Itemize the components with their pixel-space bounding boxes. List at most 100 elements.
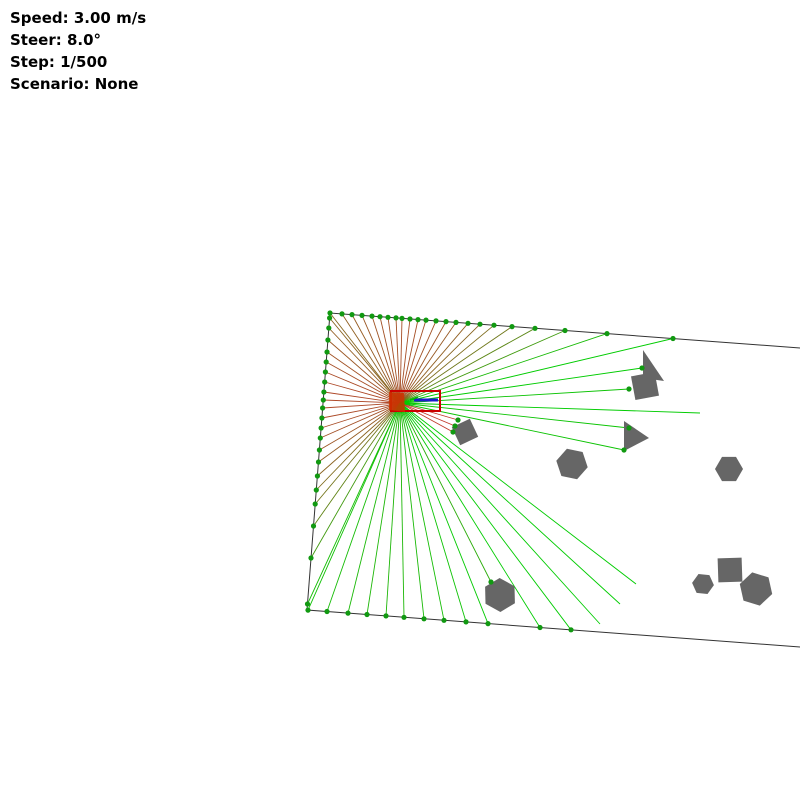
hit-point-icon [433, 318, 439, 324]
lidar-ray [313, 402, 401, 527]
hit-point-icon [488, 579, 494, 585]
lidar-ray [366, 402, 401, 615]
hit-point-icon [377, 314, 383, 320]
lidar-ray [307, 402, 401, 611]
hit-point-icon [407, 316, 413, 322]
hit-point-icon [621, 447, 627, 453]
hit-point-icon [477, 321, 483, 327]
lidar-ray [379, 316, 401, 404]
lidar-ray [326, 402, 401, 612]
lidar-ray [324, 381, 401, 404]
hit-point-icon [453, 319, 459, 325]
hit-point-icon [401, 614, 407, 620]
lidar-ray [399, 402, 425, 619]
lidar-ray [327, 339, 401, 404]
hit-point-icon [326, 325, 332, 331]
lidar-ray [319, 402, 401, 451]
scenario-value: None [94, 75, 139, 93]
hit-point-icon [604, 331, 610, 337]
hit-point-icon [327, 310, 333, 316]
obstacle-icon [717, 557, 743, 583]
lidar-ray [399, 402, 621, 605]
hit-point-icon [308, 555, 314, 561]
hit-point-icon [324, 608, 330, 615]
hit-point-icon [320, 405, 326, 411]
lidar-ray [320, 402, 401, 429]
hit-point-icon [383, 613, 389, 619]
hit-point-icon [568, 627, 574, 633]
obstacle-icon [485, 578, 515, 612]
hit-point-icon [315, 459, 322, 465]
hit-point-icon [670, 335, 676, 342]
hit-point-icon [421, 616, 427, 622]
obstacle-icon [692, 574, 714, 594]
scenario-label: Scenario: [10, 75, 90, 93]
lidar-ray [399, 318, 411, 404]
lidar-ray [329, 317, 401, 404]
hit-point-icon [369, 313, 375, 319]
hit-point-icon [491, 322, 497, 328]
obstacle-icon [739, 572, 773, 606]
lidar-ray [317, 402, 401, 477]
lidar-ray [399, 338, 674, 404]
lidar-ray [399, 323, 481, 404]
lidar-ray [399, 402, 456, 427]
lidar-ray [310, 402, 401, 559]
lidar-ray [399, 402, 454, 433]
lidar-hit-points [304, 310, 676, 633]
hit-point-icon [325, 337, 331, 343]
hit-point-icon [393, 315, 399, 321]
hud-panel: Speed: 3.00 m/s Steer: 8.0° Step: 1/500 … [10, 7, 146, 95]
obstacle-icon [643, 350, 664, 381]
hit-point-icon [626, 386, 632, 392]
hud-steer: Steer: 8.0° [10, 29, 146, 51]
hit-point-icon [385, 314, 391, 320]
hit-point-icon [441, 617, 447, 623]
steer-indicator-icon [409, 396, 419, 401]
hit-point-icon [465, 320, 471, 326]
steer-value: 8.0° [66, 31, 102, 49]
obstacle-icon [715, 456, 743, 482]
lidar-ray [322, 402, 401, 409]
lidar-ray [399, 402, 701, 414]
hit-point-icon [455, 417, 461, 423]
hit-point-icon [305, 607, 311, 613]
lidar-ray [399, 323, 469, 404]
hit-point-icon [314, 473, 320, 479]
lidar-ray [399, 321, 447, 404]
hit-point-icon [318, 425, 324, 431]
lidar-ray [318, 402, 401, 463]
hit-point-icon [327, 315, 333, 321]
lidar-ray [329, 312, 401, 404]
hit-point-icon [509, 324, 515, 330]
step-value: 1/500 [60, 53, 108, 71]
hit-point-icon [423, 317, 429, 323]
hit-point-icon [345, 610, 351, 616]
lidar-ray [323, 391, 401, 404]
hit-point-icon [537, 624, 543, 631]
hit-point-icon [359, 312, 365, 318]
lidar-ray [315, 402, 401, 491]
lidar-ray [399, 402, 572, 631]
lidar-ray [341, 313, 401, 404]
hit-point-icon [322, 379, 328, 385]
lidar-ray [321, 402, 401, 419]
lidar-ray [399, 388, 630, 404]
speed-value: 3.00 m/s [73, 9, 147, 27]
lidar-ray [399, 402, 467, 623]
hud-scenario: Scenario: None [10, 73, 146, 95]
car-rear-icon [389, 392, 405, 412]
lidar-ray [399, 402, 492, 583]
hit-point-icon [562, 327, 568, 334]
lidar-ray [361, 315, 401, 404]
hit-point-icon [310, 523, 317, 529]
hit-point-icon [313, 487, 319, 493]
lidar-ray [399, 402, 541, 628]
hit-point-icon [532, 325, 538, 331]
hit-point-icon [324, 349, 330, 355]
hit-point-icon [319, 415, 325, 421]
lidar-ray [399, 402, 601, 625]
lidar-ray [399, 318, 403, 404]
lidar-ray [399, 402, 637, 585]
